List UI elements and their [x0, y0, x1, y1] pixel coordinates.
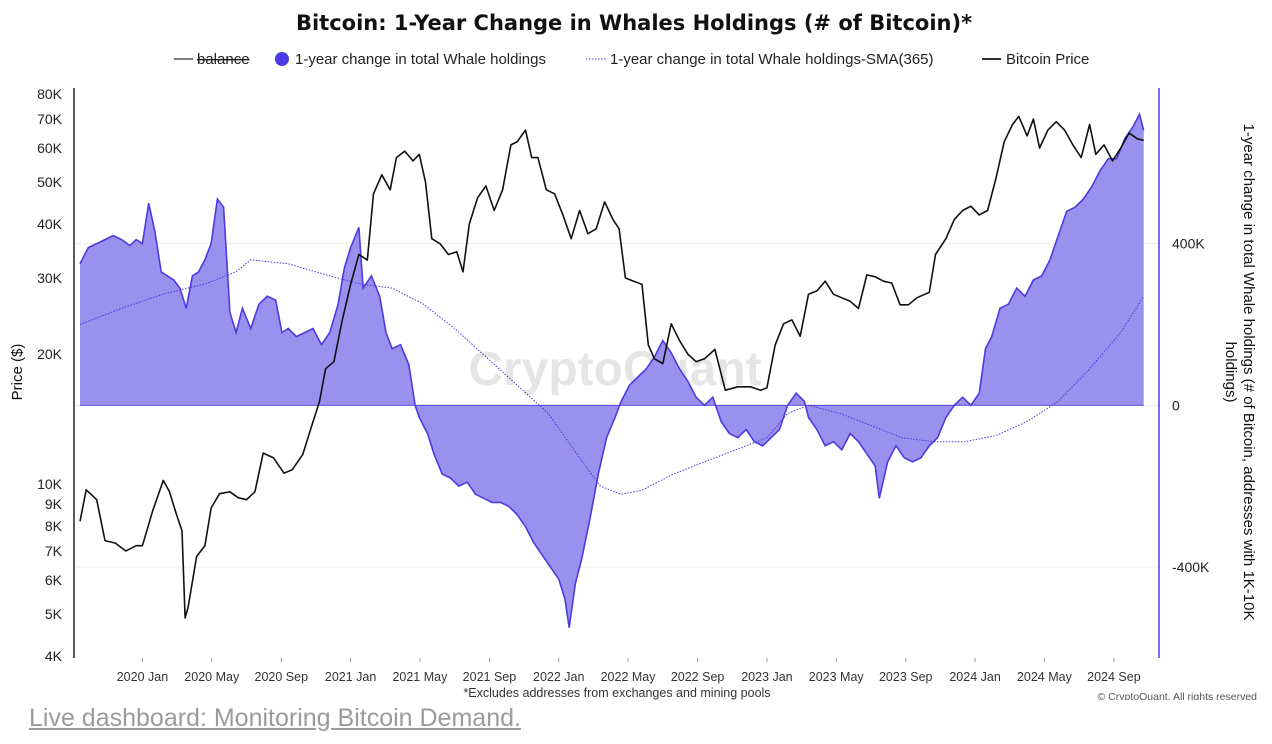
x-tick-label: 2020 May: [184, 670, 240, 684]
x-tick-label: 2023 Jan: [741, 670, 792, 684]
legend-whale-change-label[interactable]: 1-year change in total Whale holdings: [295, 51, 546, 68]
x-tick-label: 2020 Sep: [255, 670, 309, 684]
left-tick-label: 20K: [37, 346, 63, 362]
right-tick-label: 400K: [1172, 236, 1205, 252]
x-tick-label: 2024 Sep: [1087, 670, 1141, 684]
chart-canvas: Bitcoin: 1-Year Change in Whales Holding…: [9, 11, 1258, 700]
legend-balance-label[interactable]: balance: [197, 51, 250, 68]
x-tick-label: 2022 Jan: [533, 670, 584, 684]
right-axis-ticks: 400K 0 -400K: [1172, 236, 1210, 575]
x-tick-label: 2022 May: [601, 670, 657, 684]
right-axis-title-line2: holdings): [1222, 342, 1239, 403]
left-tick-label: 8K: [45, 518, 63, 534]
left-tick-label: 80K: [37, 86, 63, 102]
x-tick-label: 2021 Jan: [325, 670, 376, 684]
legend-sma-label[interactable]: 1-year change in total Whale holdings-SM…: [610, 51, 934, 68]
whale-change-area: [79, 111, 1145, 628]
x-tick-label: 2023 Sep: [879, 670, 933, 684]
left-tick-label: 30K: [37, 270, 63, 286]
left-tick-label: 6K: [45, 572, 63, 588]
left-tick-label: 40K: [37, 216, 63, 232]
x-axis-ticks: 2020 Jan 2020 May 2020 Sep 2021 Jan 2021 May…: [117, 658, 1141, 684]
left-tick-label: 70K: [37, 111, 63, 127]
live-dashboard-link[interactable]: Live dashboard: Monitoring Bitcoin Deman…: [29, 704, 521, 732]
whale-change-fill: [80, 114, 1144, 628]
left-tick-label: 60K: [37, 140, 63, 156]
legend-whale-change-swatch: [275, 52, 289, 66]
left-tick-label: 50K: [37, 174, 63, 190]
x-tick-label: 2024 May: [1017, 670, 1073, 684]
left-tick-label: 7K: [45, 543, 63, 559]
x-tick-label: 2024 Jan: [949, 670, 1000, 684]
right-axis-title-line1: 1-year change in total Whale holdings (#…: [1240, 124, 1257, 621]
whale-change-line: [79, 111, 1145, 628]
x-tick-label: 2021 May: [392, 670, 448, 684]
right-tick-label: 0: [1172, 397, 1180, 413]
left-tick-label: 5K: [45, 606, 63, 622]
x-tick-label: 2021 Sep: [463, 670, 517, 684]
legend-price-label[interactable]: Bitcoin Price: [1006, 51, 1089, 68]
price-line-layer: [79, 115, 1144, 619]
left-axis-title: Price ($): [9, 344, 26, 401]
copyright: © CryptoQuant. All rights reserved: [1098, 691, 1258, 700]
bitcoin-price-line: [79, 115, 1144, 619]
right-tick-label: -400K: [1172, 559, 1210, 575]
left-axis-ticks: 80K 70K 60K 50K 40K 30K 20K 10K 9K 8K 7K 6K 5K 4K: [37, 86, 63, 664]
footnote: *Excludes addresses from exchanges and m…: [463, 686, 770, 700]
legend: balance 1-year change in total Whale hol…: [174, 51, 1089, 68]
left-tick-label: 10K: [37, 476, 63, 492]
left-tick-label: 9K: [45, 496, 63, 512]
x-tick-label: 2023 May: [809, 670, 865, 684]
sma-line: [79, 259, 1145, 495]
sma-line-layer: [79, 259, 1145, 495]
left-tick-label: 4K: [45, 648, 63, 664]
x-tick-label: 2020 Jan: [117, 670, 168, 684]
watermark: CryptoQuant: [468, 343, 761, 396]
chart-title: Bitcoin: 1-Year Change in Whales Holding…: [296, 11, 972, 35]
x-tick-label: 2022 Sep: [671, 670, 725, 684]
